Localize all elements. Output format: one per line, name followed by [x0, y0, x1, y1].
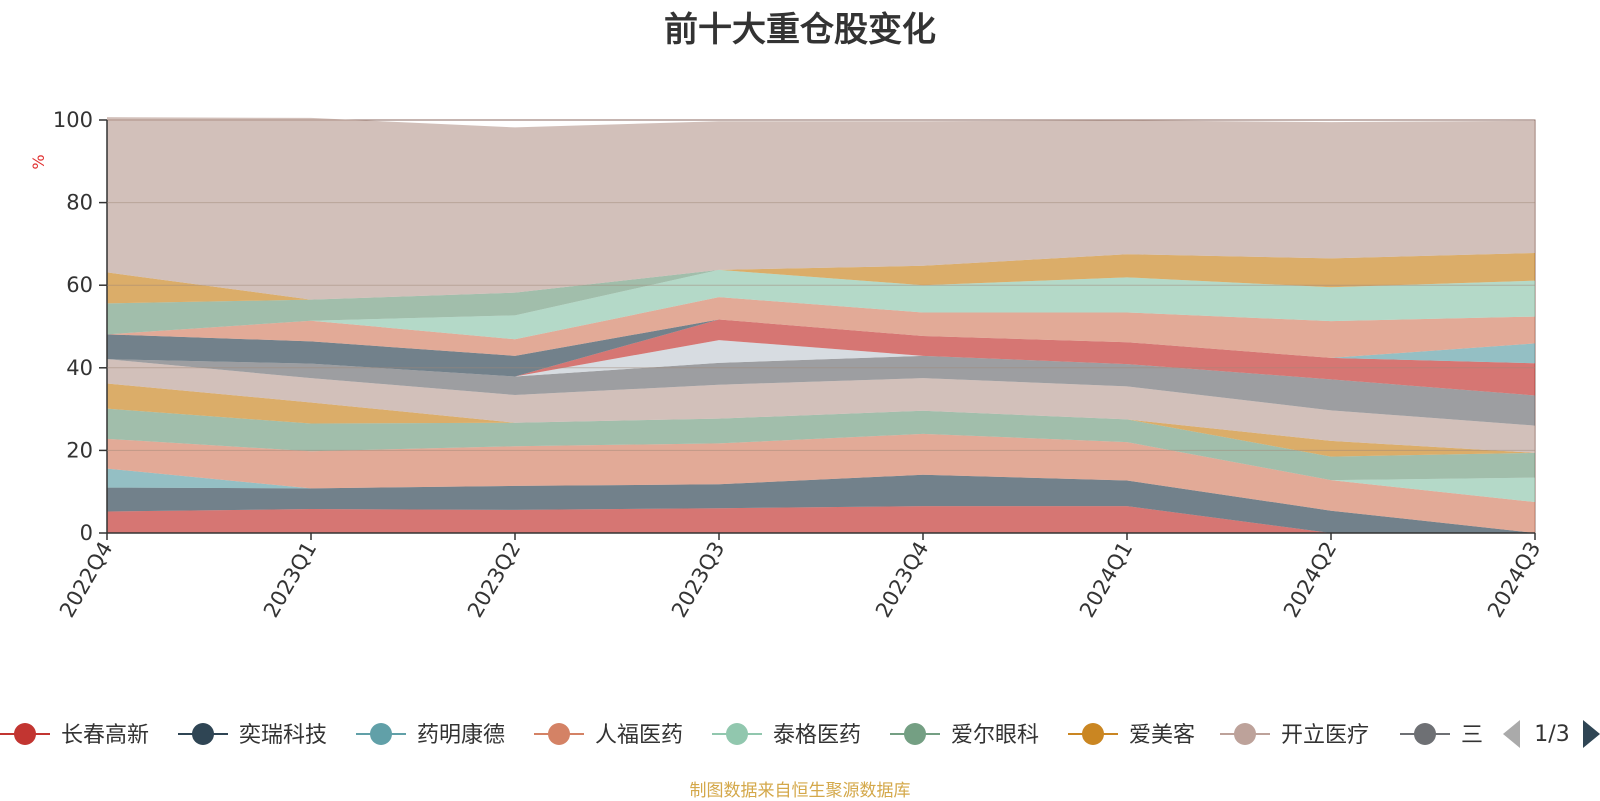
x-tick-label: 2023Q3: [667, 538, 729, 622]
series-area: [107, 383, 1535, 457]
series-areas: [107, 117, 1535, 533]
series-area: [107, 319, 1535, 377]
legend-label: 爱美客: [1129, 723, 1195, 748]
legend-item[interactable]: 泰格医药: [712, 723, 861, 748]
series-area: [107, 297, 1535, 358]
legend-marker: [548, 723, 570, 745]
legend-label: 爱尔眼科: [951, 723, 1039, 748]
legend-marker: [726, 723, 748, 745]
series-area: [107, 269, 1535, 335]
x-tick-label: 2024Q1: [1075, 538, 1137, 622]
series-area: [107, 506, 1535, 533]
x-tick-label: 2023Q4: [871, 538, 933, 622]
legend-label: 三诺生物: [1461, 723, 1549, 748]
x-tick-label: 2022Q4: [55, 538, 117, 622]
series-area: [107, 319, 1535, 396]
legend-label: 奕瑞科技: [239, 723, 327, 748]
legend-label: 药明康德: [417, 723, 505, 748]
series-area: [107, 474, 1535, 533]
legend-marker: [370, 723, 392, 745]
grid-lines: [107, 202, 1535, 451]
y-tick-label: 20: [66, 438, 93, 462]
x-tick-label: 2023Q2: [463, 538, 525, 622]
series-area: [107, 269, 1535, 340]
y-tick-label: 100: [53, 108, 93, 132]
series-area: [107, 340, 1535, 396]
y-tick-label: 40: [66, 356, 93, 380]
legend-item[interactable]: 爱尔眼科: [890, 723, 1039, 748]
legend-item[interactable]: 奕瑞科技: [178, 723, 327, 748]
series-area: [107, 433, 1535, 533]
legend-items: 长春高新 奕瑞科技 药明康德 人福医药 泰格医药 爱尔眼科 爱美客 开立医疗 三诺生物: [0, 723, 1549, 748]
legend-item[interactable]: 爱美客: [1068, 723, 1195, 748]
legend-marker: [192, 723, 214, 745]
legend-label: 长春高新: [61, 723, 149, 748]
x-tick-label: 2023Q1: [259, 538, 321, 622]
y-tick-label: 60: [66, 273, 93, 297]
legend-marker: [1234, 723, 1256, 745]
legend-item[interactable]: 药明康德: [356, 723, 505, 748]
legend-page-indicator: 1/3: [1534, 722, 1569, 747]
source-note: 制图数据来自恒生聚源数据库: [689, 781, 911, 801]
x-tick-label: 2024Q2: [1279, 538, 1341, 622]
y-tick-label: 0: [80, 521, 93, 545]
legend-label: 开立医疗: [1281, 723, 1369, 748]
legend-item[interactable]: 开立医疗: [1220, 723, 1369, 748]
y-axis-unit: %: [29, 154, 48, 169]
legend-item[interactable]: 三诺生物: [1400, 723, 1549, 748]
series-area: [107, 117, 1535, 300]
legend-label: 泰格医药: [773, 723, 861, 748]
legend-marker: [14, 723, 36, 745]
legend-next-icon[interactable]: [1583, 720, 1600, 748]
legend-marker: [1414, 723, 1436, 745]
legend-item[interactable]: 人福医药: [534, 723, 683, 748]
series-area: [107, 319, 1535, 364]
series-area: [107, 359, 1535, 453]
legend-marker: [1082, 723, 1104, 745]
legend: 长春高新 奕瑞科技 药明康德 人福医药 泰格医药 爱尔眼科 爱美客 开立医疗 三诺生物1/3: [0, 720, 1600, 748]
y-axis-label: %: [29, 154, 48, 169]
series-area: [107, 408, 1535, 481]
legend-label: 人福医药: [595, 723, 683, 748]
legend-prev-icon[interactable]: [1503, 720, 1520, 748]
chart-title: 前十大重仓股变化: [664, 10, 936, 50]
series-area: [107, 252, 1535, 304]
x-tick-label: 2024Q3: [1483, 538, 1545, 622]
legend-item[interactable]: 长春高新: [0, 723, 149, 748]
y-tick-label: 80: [66, 191, 93, 215]
legend-marker: [904, 723, 926, 745]
